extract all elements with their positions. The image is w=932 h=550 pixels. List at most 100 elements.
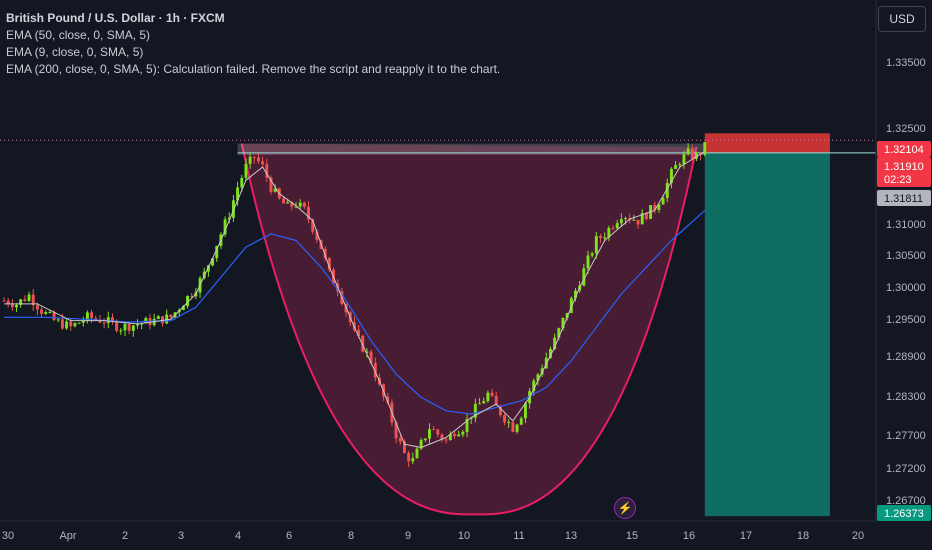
candle-body[interactable] [273,188,277,192]
candle-body[interactable] [582,268,586,286]
candle-body[interactable] [311,219,315,232]
candle-body[interactable] [482,401,486,404]
candle-body[interactable] [569,298,573,313]
candle-body[interactable] [73,323,77,327]
candle-body[interactable] [115,321,119,331]
candle-body[interactable] [490,392,494,396]
candle-body[interactable] [657,204,661,210]
candle-body[interactable] [586,255,590,269]
target-price-label[interactable]: 1.26373 [877,505,931,521]
candle-body[interactable] [2,300,6,302]
candle-body[interactable] [131,325,135,331]
candle-body[interactable] [407,453,411,462]
candle-body[interactable] [590,253,594,256]
candle-body[interactable] [402,441,406,454]
candle-body[interactable] [181,306,185,311]
candle-body[interactable] [161,316,164,324]
candle-body[interactable] [386,396,390,403]
candle-body[interactable] [52,312,56,321]
candle-body[interactable] [227,217,231,220]
candle-body[interactable] [674,165,678,169]
candle-body[interactable] [282,198,285,204]
candle-body[interactable] [85,312,89,321]
candle-body[interactable] [136,324,139,326]
indicator-ema-200[interactable]: EMA (200, close, 0, SMA, 5): Calculation… [6,62,501,76]
candle-body[interactable] [523,403,527,419]
candle-body[interactable] [60,319,64,329]
candle-body[interactable] [507,422,511,424]
plot-area[interactable] [0,133,876,517]
candle-body[interactable] [473,403,477,418]
candle-body[interactable] [6,300,10,305]
candle-body[interactable] [269,177,273,192]
candle-body[interactable] [373,363,377,378]
entry-price-label[interactable]: 1.31811 [877,190,931,206]
candle-body[interactable] [156,316,160,319]
candle-body[interactable] [35,305,39,310]
candle-body[interactable] [206,265,210,272]
candle-body[interactable] [215,245,219,259]
candle-body[interactable] [327,257,331,270]
stop-price-label[interactable]: 1.32104 [877,141,931,157]
candle-body[interactable] [19,299,23,305]
candle-body[interactable] [110,317,114,322]
candle-body[interactable] [190,295,194,297]
candle-body[interactable] [119,330,123,332]
candle-body[interactable] [140,323,144,325]
candle-body[interactable] [290,202,294,207]
candle-body[interactable] [665,183,669,199]
candle-body[interactable] [682,154,686,165]
candle-body[interactable] [453,434,456,437]
candle-body[interactable] [498,405,502,416]
candle-body[interactable] [519,418,523,425]
candle-body[interactable] [127,323,131,331]
candle-body[interactable] [419,440,423,449]
candle-body[interactable] [478,403,482,405]
candle-body[interactable] [423,438,427,441]
candle-body[interactable] [653,205,657,210]
currency-button[interactable]: USD [878,6,926,32]
target-zone[interactable] [704,152,830,517]
price-axis[interactable] [876,0,932,550]
candle-body[interactable] [619,219,623,224]
candle-body[interactable] [294,206,298,208]
candle-body[interactable] [486,392,490,402]
candle-body[interactable] [411,458,415,462]
candle-body[interactable] [244,163,248,178]
candle-body[interactable] [77,322,81,324]
candle-body[interactable] [123,323,127,331]
candle-body[interactable] [432,429,436,431]
candle-body[interactable] [261,161,265,165]
candle-body[interactable] [461,431,465,435]
candle-body[interactable] [561,317,565,329]
candle-body[interactable] [611,227,615,229]
candle-body[interactable] [599,236,602,239]
indicator-ema-50[interactable]: EMA (50, close, 0, SMA, 5) [6,28,151,42]
candle-body[interactable] [394,422,398,439]
candle-body[interactable] [223,219,227,235]
candle-body[interactable] [40,309,44,314]
candle-body[interactable] [607,227,611,238]
candle-body[interactable] [302,202,306,207]
candle-body[interactable] [298,202,302,207]
candle-body[interactable] [286,202,290,204]
stop-zone[interactable] [704,133,830,153]
candle-body[interactable] [265,164,269,178]
candle-body[interactable] [252,156,256,158]
candle-body[interactable] [594,236,598,254]
candle-body[interactable] [536,374,540,381]
candle-body[interactable] [565,312,569,318]
candle-body[interactable] [678,164,682,166]
candle-body[interactable] [644,213,648,219]
candle-body[interactable] [144,318,148,324]
candle-body[interactable] [31,294,35,306]
candle-body[interactable] [436,429,440,435]
candle-body[interactable] [48,312,52,314]
candle-body[interactable] [632,219,636,221]
lightning-icon[interactable]: ⚡ [614,497,636,519]
candle-body[interactable] [202,271,206,278]
candle-body[interactable] [69,321,73,327]
candle-body[interactable] [10,304,14,308]
